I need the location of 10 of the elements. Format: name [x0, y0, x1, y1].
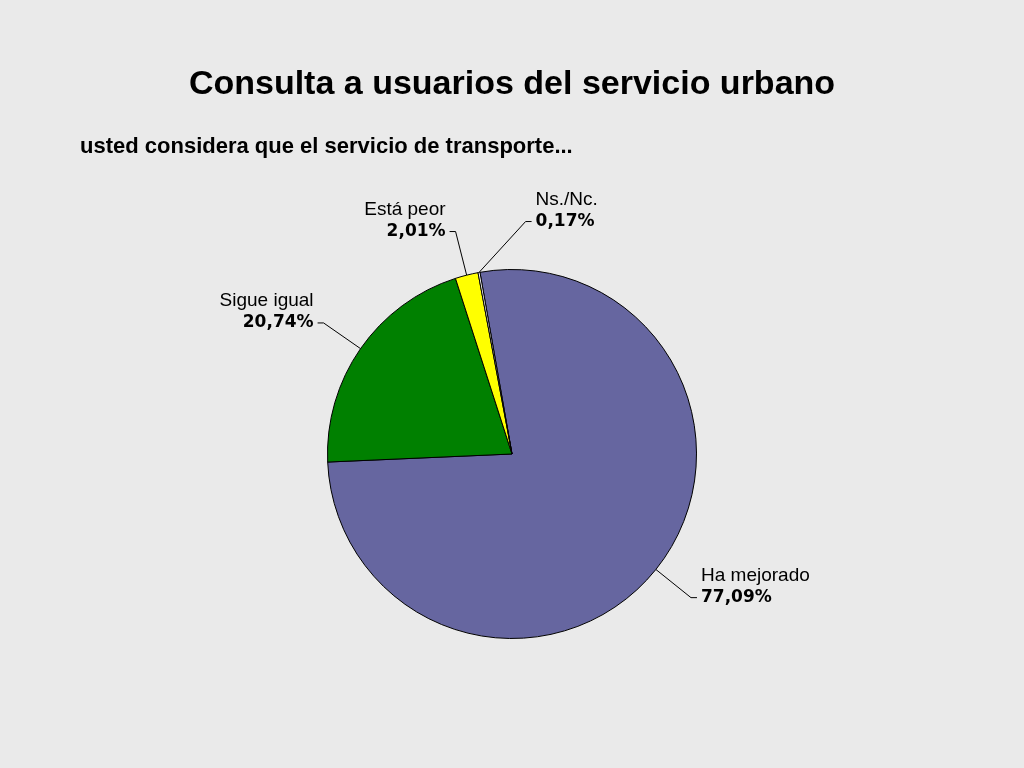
slice-label: Ha mejorado: [700, 564, 810, 586]
chart-subtitle: usted considera que el servicio de transporte...: [80, 132, 574, 160]
data-label: 20,74%: [242, 311, 314, 332]
slice-label: Ns./Nc.: [535, 187, 598, 209]
data-label: 77,09%: [700, 586, 772, 607]
slice-label: Está peor: [364, 197, 447, 219]
slice-label: Sigue igual: [219, 289, 314, 311]
data-label: 0,17%: [535, 210, 595, 231]
chart-title: Consulta a usuarios del servicio urbano: [187, 62, 837, 103]
data-label: 2,01%: [386, 220, 446, 241]
